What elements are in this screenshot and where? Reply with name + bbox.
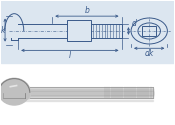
Text: dk: dk xyxy=(145,49,154,58)
Text: l: l xyxy=(69,52,71,60)
Bar xyxy=(142,26,156,36)
Text: d: d xyxy=(132,19,137,28)
Ellipse shape xyxy=(0,78,30,105)
Text: b: b xyxy=(85,6,89,15)
Text: k: k xyxy=(1,26,6,35)
Bar xyxy=(67,20,91,42)
Bar xyxy=(1,1,174,62)
